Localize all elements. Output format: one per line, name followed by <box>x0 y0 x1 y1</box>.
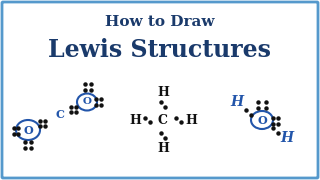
Text: H: H <box>280 131 293 145</box>
Text: O: O <box>83 98 92 107</box>
FancyBboxPatch shape <box>2 2 318 178</box>
Text: O: O <box>23 125 33 136</box>
Text: H: H <box>157 141 169 154</box>
Text: Lewis Structures: Lewis Structures <box>49 38 271 62</box>
Text: H: H <box>129 114 141 127</box>
Text: How to Draw: How to Draw <box>105 15 215 29</box>
Text: O: O <box>257 114 267 125</box>
Text: C: C <box>56 109 64 120</box>
Text: H: H <box>185 114 197 127</box>
Text: C: C <box>158 114 168 127</box>
Text: H: H <box>230 95 244 109</box>
Text: H: H <box>157 86 169 98</box>
